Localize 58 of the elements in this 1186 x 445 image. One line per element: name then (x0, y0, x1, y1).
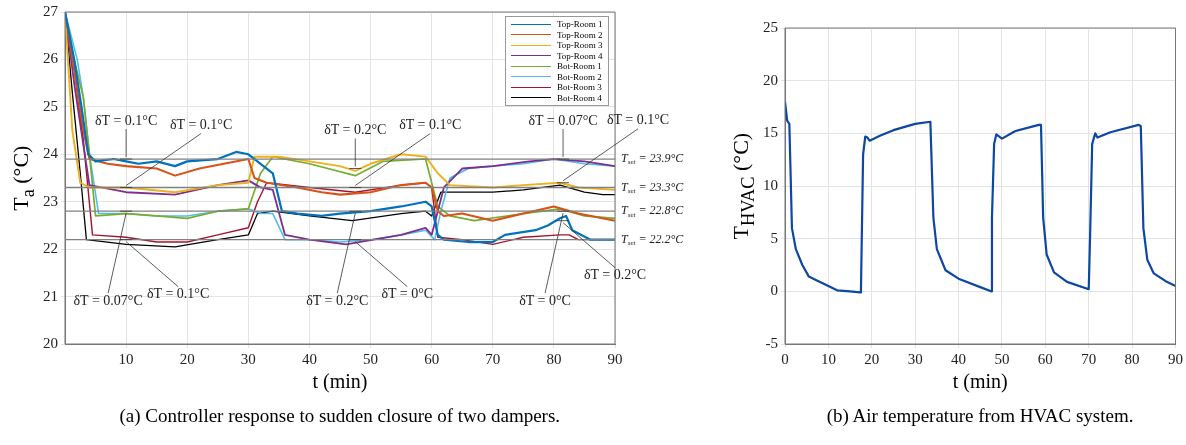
x-tick-label: 30 (907, 350, 923, 367)
y-tick-label: 20 (763, 71, 778, 88)
x-tick-label: 40 (951, 350, 967, 367)
x-axis-title: t (min) (952, 370, 1008, 393)
x-tick-label: 90 (1168, 350, 1183, 367)
annotation: δT = 0.1°C (94, 112, 158, 128)
y-tick-label: 20 (43, 334, 58, 351)
x-tick-label: 20 (864, 350, 880, 367)
annotation: δT = 0.1°C (169, 117, 233, 133)
x-tick-label: 80 (546, 350, 562, 367)
annotation: δT = 0°C (519, 292, 571, 308)
y-tick-label: 26 (43, 50, 59, 67)
text: (b) Air temperature from HVAC system. (826, 405, 1134, 427)
x-tick-label: 80 (1124, 350, 1140, 367)
legend-label: Top-Room 4 (557, 50, 603, 61)
x-tick-label: 90 (607, 350, 623, 367)
y-tick-label: 25 (43, 97, 58, 114)
legend-label: Top-Room 3 (557, 40, 603, 51)
x-tick-label: 10 (118, 350, 134, 367)
legend-label: Top-Room 2 (557, 29, 603, 40)
y-tick-label: -5 (765, 334, 778, 351)
x-tick-label: 70 (1081, 350, 1097, 367)
x-tick-label: 50 (994, 350, 1010, 367)
x-tick-label: 40 (301, 350, 317, 367)
y-tick-label: 21 (43, 287, 58, 304)
y-tick-label: 27 (43, 2, 59, 19)
x-tick-label: 20 (179, 350, 195, 367)
annotation: δT = 0.2°C (324, 122, 387, 138)
annotation: δT = 0.2°C (583, 267, 647, 283)
annotation: δT = 0.1°C (606, 112, 670, 128)
legend-label: Bot-Room 3 (557, 82, 602, 93)
y-tick-label: 0 (770, 282, 778, 299)
legend-label: Bot-Room 2 (557, 71, 602, 82)
x-tick-label: 10 (820, 350, 836, 367)
x-tick-label: 70 (485, 350, 501, 367)
annotation: δT = 0.07°C (528, 112, 598, 128)
y-tick-label: 15 (763, 124, 778, 141)
annotation: δT = 0.1°C (146, 286, 210, 302)
legend-label: Bot-Room 4 (557, 92, 602, 103)
annotation: δT = 0.2°C (306, 292, 369, 308)
y-tick-label: 10 (763, 176, 778, 193)
y-tick-label: 24 (43, 145, 59, 162)
x-tick-label: 50 (363, 350, 379, 367)
annotation: δT = 0°C (381, 286, 434, 302)
annotation: δT = 0.1°C (399, 117, 462, 133)
annotation: δT = 0.07°C (73, 292, 143, 308)
x-tick-label: 0 (781, 350, 789, 367)
text: (a) Controller response to sudden closure of two dampers. (119, 405, 561, 427)
y-tick-label: 5 (770, 229, 778, 246)
y-tick-label: 25 (763, 18, 778, 35)
x-tick-label: 60 (424, 350, 440, 367)
legend-label: Top-Room 1 (557, 19, 603, 30)
y-tick-label: 23 (43, 192, 58, 209)
legend-label: Bot-Room 1 (557, 61, 602, 72)
y-tick-label: 22 (43, 240, 58, 257)
x-tick-label: 60 (1037, 350, 1053, 367)
x-tick-label: 30 (240, 350, 256, 367)
x-axis-title: t (min) (312, 370, 368, 393)
